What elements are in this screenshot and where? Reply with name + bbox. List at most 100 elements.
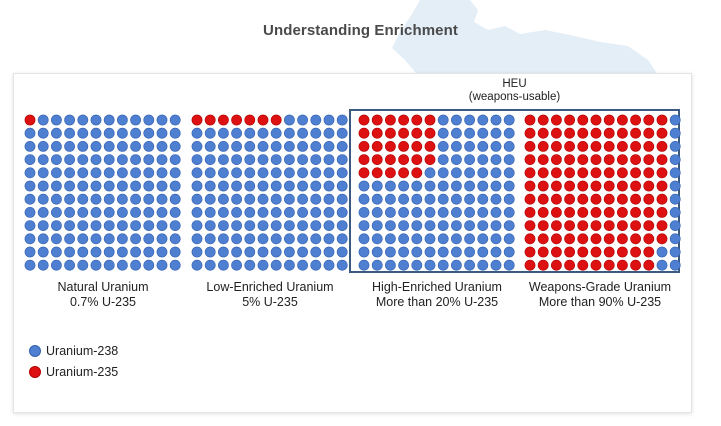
u238-atom — [358, 206, 370, 218]
u238-atom — [477, 167, 489, 179]
u235-atom — [398, 167, 409, 179]
u238-atom — [130, 154, 141, 165]
u238-atom — [64, 193, 75, 205]
u238-atom — [143, 154, 155, 165]
u238-atom — [90, 167, 102, 179]
u238-atom — [384, 233, 396, 245]
u235-atom — [537, 114, 549, 126]
u238-atom — [204, 220, 216, 231]
u238-atom — [336, 259, 348, 271]
u238-atom — [297, 233, 308, 245]
u238-atom — [143, 193, 155, 205]
u238-atom — [323, 246, 335, 258]
u235-atom — [590, 127, 602, 139]
u238-atom — [257, 193, 269, 205]
u238-atom — [77, 206, 89, 218]
u238-atom — [90, 246, 102, 258]
u238-atom — [169, 127, 181, 139]
u238-atom — [143, 259, 155, 271]
u238-atom — [384, 220, 396, 231]
category-label: Low-Enriched Uranium — [206, 280, 334, 294]
u235-atom — [371, 114, 383, 126]
u238-atom — [669, 259, 681, 271]
u235-atom — [630, 193, 641, 205]
u235-atom — [656, 141, 668, 152]
u235-atom — [617, 167, 628, 179]
u238-atom — [283, 167, 295, 179]
u238-atom — [669, 246, 681, 258]
u238-atom — [191, 220, 203, 231]
u238-atom — [437, 141, 449, 152]
u235-atom — [411, 127, 423, 139]
category-label: High-Enriched Uranium — [372, 280, 502, 294]
u238-atom — [191, 141, 203, 152]
u235-atom — [398, 114, 409, 126]
u238-atom — [130, 246, 141, 258]
u235-atom — [551, 127, 562, 139]
u238-atom — [204, 141, 216, 152]
u238-atom — [24, 220, 36, 231]
u238-atom — [669, 114, 681, 126]
u238-atom — [51, 206, 62, 218]
u235-atom — [630, 127, 641, 139]
u235-atom — [656, 193, 668, 205]
u238-atom — [51, 259, 62, 271]
u238-atom — [669, 233, 681, 245]
u238-atom — [156, 220, 168, 231]
u238-atom — [503, 206, 515, 218]
u238-atom — [117, 206, 128, 218]
u238-atom — [64, 167, 75, 179]
u235-atom — [630, 114, 641, 126]
u235-atom — [358, 154, 370, 165]
heu-label: HEU (weapons-usable) — [349, 78, 680, 104]
u238-atom — [323, 259, 335, 271]
u238-atom — [90, 233, 102, 245]
u238-atom — [283, 180, 295, 192]
u238-atom — [411, 259, 423, 271]
u238-atom — [231, 141, 242, 152]
heu-label-line2: (weapons-usable) — [468, 91, 561, 103]
u238-atom — [169, 193, 181, 205]
u238-atom — [244, 259, 256, 271]
u235-atom — [524, 114, 536, 126]
page-title: Understanding Enrichment — [263, 22, 458, 39]
u235-atom — [617, 259, 628, 271]
u238-atom — [336, 167, 348, 179]
u235-atom — [656, 206, 668, 218]
u238-atom — [336, 233, 348, 245]
u238-atom — [283, 246, 295, 258]
u238-atom — [283, 114, 295, 126]
u238-atom — [384, 193, 396, 205]
u235-atom — [270, 114, 282, 126]
u238-atom — [117, 141, 128, 152]
u238-atom — [64, 127, 75, 139]
u238-atom — [450, 206, 462, 218]
u238-atom — [297, 154, 308, 165]
u238-atom — [490, 141, 502, 152]
u235-atom — [617, 246, 628, 258]
u238-atom — [323, 206, 335, 218]
u235-atom — [411, 167, 423, 179]
u235-atom — [411, 154, 423, 165]
u238-atom — [130, 141, 141, 152]
u238-atom — [231, 180, 242, 192]
u238-atom — [143, 246, 155, 258]
heu-highlight-box — [349, 109, 680, 273]
u238-atom — [297, 114, 308, 126]
u238-atom — [384, 180, 396, 192]
u238-atom — [336, 141, 348, 152]
u235-atom — [524, 141, 536, 152]
u235-atom — [524, 193, 536, 205]
caption-natural-uranium: Natural Uranium 0.7% U-235 — [13, 280, 193, 310]
u235-atom — [630, 167, 641, 179]
u235-atom — [398, 141, 409, 152]
u235-atom — [537, 206, 549, 218]
u238-atom — [450, 114, 462, 126]
u238-atom — [411, 246, 423, 258]
u235-atom — [358, 127, 370, 139]
u238-atom — [37, 127, 49, 139]
u238-atom — [24, 167, 36, 179]
u238-atom — [64, 141, 75, 152]
u235-atom — [358, 167, 370, 179]
u238-atom — [24, 206, 36, 218]
